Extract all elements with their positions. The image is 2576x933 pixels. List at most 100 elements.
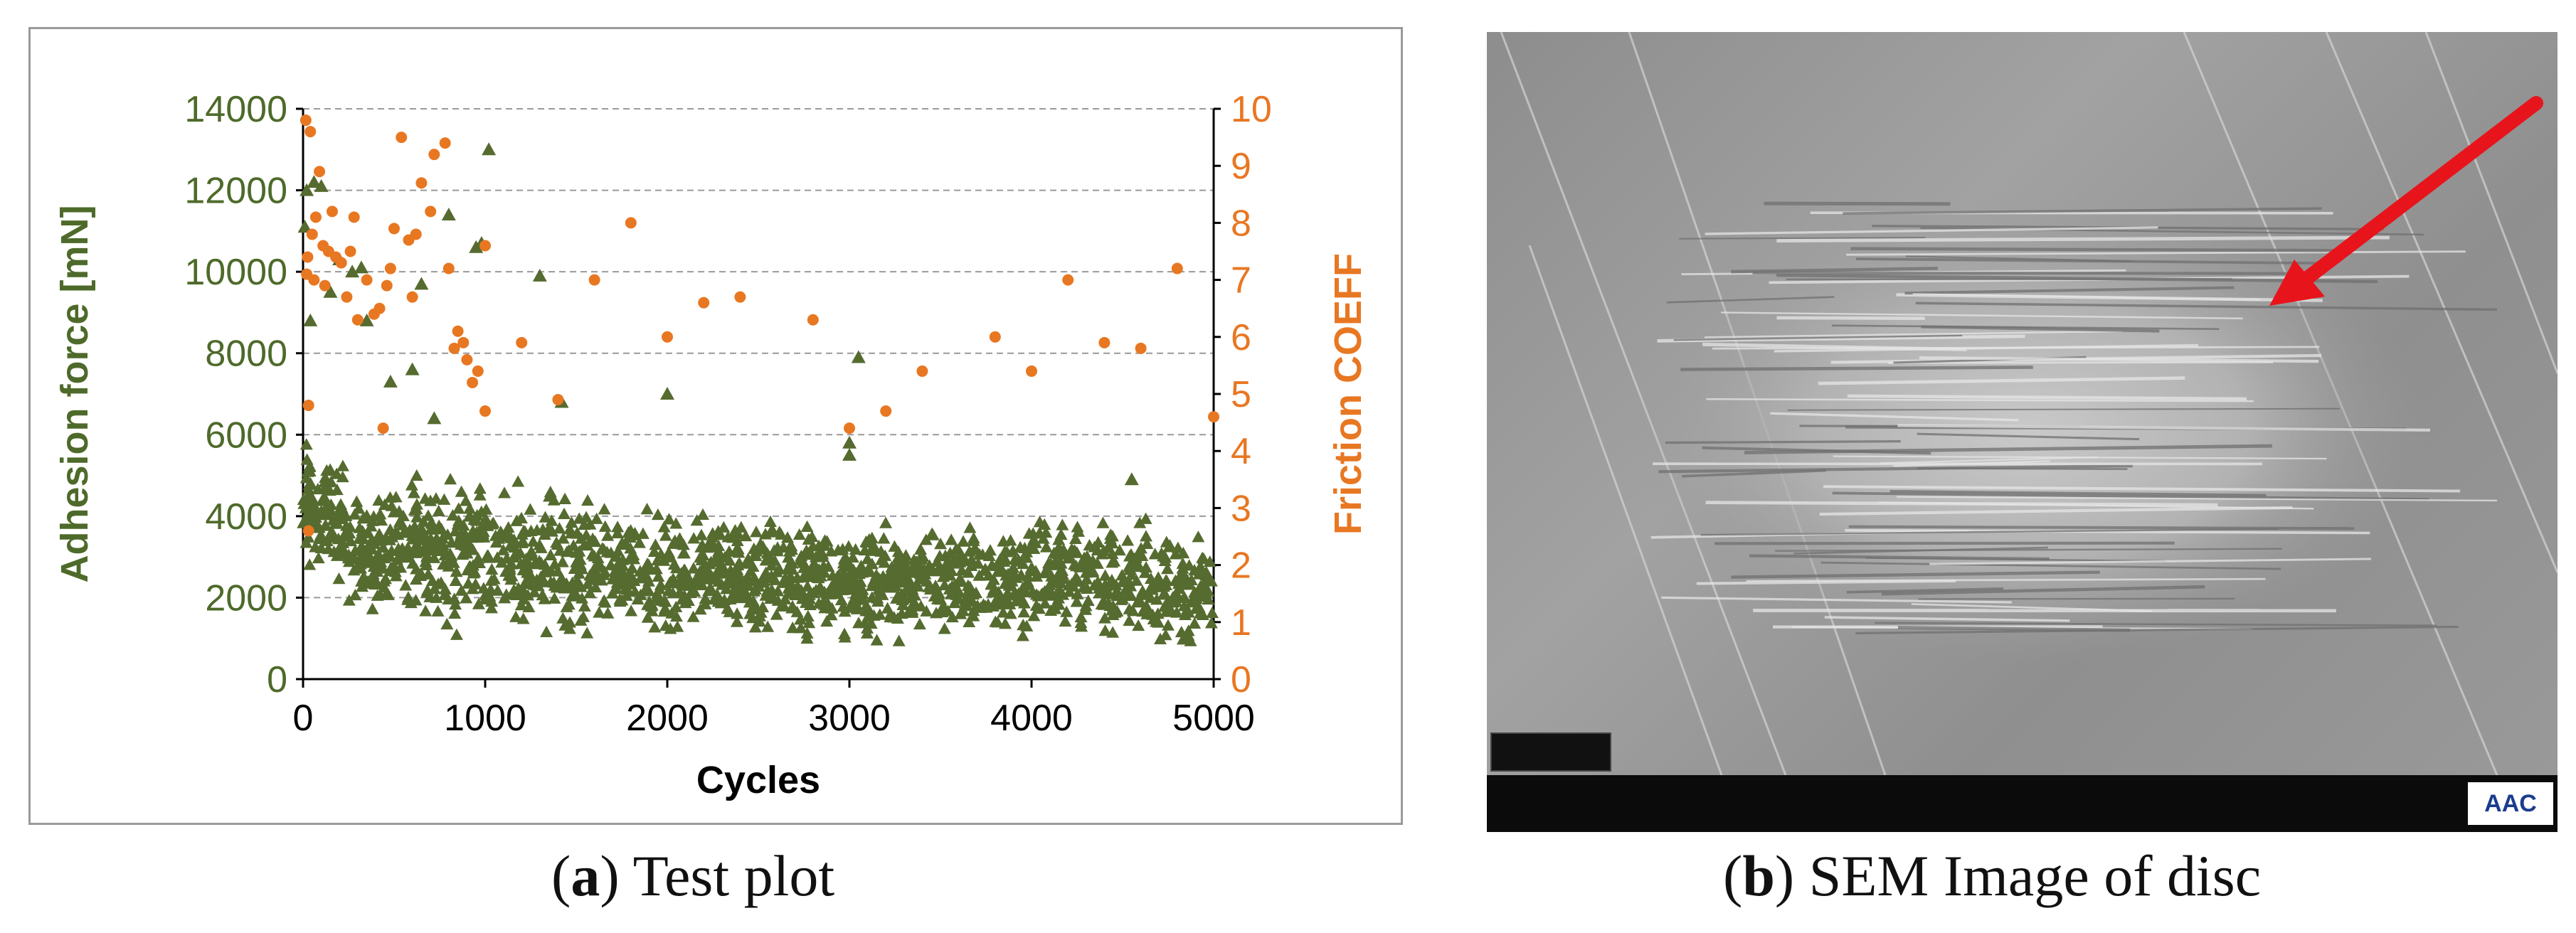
adhesion-band-marker <box>849 597 863 610</box>
adhesion-band-marker <box>847 571 861 584</box>
sem-image: AAC <box>1487 32 2558 832</box>
adhesion-band-marker <box>763 515 777 528</box>
adhesion-band-marker <box>503 560 516 572</box>
adhesion-band-marker <box>1182 559 1196 571</box>
adhesion-band-marker <box>1148 548 1162 560</box>
adhesion-band-marker <box>507 533 521 545</box>
adhesion-band-marker <box>983 544 997 556</box>
adhesion-band-marker <box>1009 571 1023 583</box>
adhesion-band-marker <box>1068 558 1081 570</box>
wear-groove <box>1818 376 2185 385</box>
adhesion-band-marker <box>739 529 753 542</box>
adhesion-band-marker <box>473 489 487 501</box>
wear-groove <box>1880 456 2098 464</box>
adhesion-band-marker <box>593 606 606 618</box>
adhesion-band-marker <box>687 532 701 544</box>
adhesion-band-marker <box>1150 593 1164 605</box>
adhesion-band-marker <box>478 592 492 605</box>
adhesion-band-marker <box>611 521 625 533</box>
adhesion-band-marker <box>684 586 698 599</box>
adhesion-band-marker <box>1037 532 1050 544</box>
x-tick-label: 3000 <box>808 698 891 739</box>
adhesion-band-marker <box>837 557 850 569</box>
adhesion-band-marker <box>1115 592 1129 604</box>
adhesion-band-marker <box>623 569 637 581</box>
adhesion-band-marker <box>410 498 423 510</box>
adhesion-band-marker <box>424 494 438 506</box>
adhesion-band-marker <box>477 582 490 594</box>
adhesion-band-marker <box>701 563 714 575</box>
adhesion-band-marker <box>1007 561 1020 573</box>
friction-point <box>439 137 451 149</box>
adhesion-band-marker <box>731 591 744 603</box>
adhesion-band-marker <box>556 555 569 567</box>
adhesion-band-marker <box>669 600 683 612</box>
adhesion-band-marker <box>1177 546 1190 559</box>
adhesion-band-marker <box>448 607 462 619</box>
adhesion-band-marker <box>823 586 837 598</box>
adhesion-band-marker <box>651 553 664 566</box>
adhesion-band-marker <box>960 590 974 602</box>
adhesion-band-marker <box>859 616 872 629</box>
adhesion-band-marker <box>707 592 721 605</box>
adhesion-band-marker <box>558 619 572 631</box>
adhesion-band-marker <box>931 592 944 604</box>
adhesion-band-marker <box>562 598 576 610</box>
caption-a: (a) Test plot <box>551 843 835 908</box>
adhesion-band-marker <box>553 522 566 534</box>
adhesion-band-marker <box>838 605 852 617</box>
friction-point <box>1062 274 1074 286</box>
adhesion-band-marker <box>432 504 445 516</box>
adhesion-band-marker <box>302 504 316 516</box>
adhesion-band-marker <box>770 608 783 620</box>
adhesion-band-marker <box>437 542 450 554</box>
friction-series <box>300 114 1219 537</box>
adhesion-band-marker <box>349 544 362 556</box>
adhesion-band-marker <box>440 617 454 630</box>
adhesion-band-marker <box>1132 546 1145 558</box>
adhesion-band-marker <box>818 534 832 546</box>
adhesion-band-marker <box>373 508 387 520</box>
adhesion-band-marker <box>1161 563 1175 575</box>
adhesion-band-marker <box>967 532 980 544</box>
friction-point <box>457 336 470 348</box>
adhesion-band-marker <box>1170 587 1183 599</box>
adhesion-band-marker <box>1130 574 1143 586</box>
adhesion-band-marker <box>1005 580 1018 592</box>
adhesion-band-marker <box>1105 573 1118 586</box>
adhesion-band-marker <box>645 599 658 612</box>
adhesion-band-marker <box>821 597 834 609</box>
adhesion-band-marker <box>459 494 472 506</box>
adhesion-band-marker <box>387 559 401 572</box>
adhesion-band-marker <box>494 525 507 538</box>
adhesion-band-marker <box>1049 572 1063 585</box>
adhesion-band-marker <box>514 511 528 523</box>
adhesion-band-marker <box>407 486 420 499</box>
adhesion-band-marker <box>598 596 612 608</box>
friction-point <box>319 279 331 292</box>
adhesion-band-marker <box>556 532 570 544</box>
adhesion-point <box>482 142 497 156</box>
adhesion-band-marker <box>601 607 615 619</box>
friction-point <box>306 228 318 240</box>
wear-groove <box>1847 394 2247 401</box>
adhesion-band-marker <box>330 467 344 479</box>
y2-tick-label: 2 <box>1231 545 1251 587</box>
adhesion-band-marker <box>689 575 703 587</box>
wear-groove <box>1775 548 2282 552</box>
y2-tick-label: 5 <box>1231 374 1251 415</box>
friction-point <box>698 297 710 309</box>
adhesion-band-marker <box>598 503 611 515</box>
adhesion-band-marker <box>1180 602 1194 615</box>
adhesion-band-marker <box>834 593 848 606</box>
adhesion-band-marker <box>631 592 645 604</box>
adhesion-band-marker <box>632 536 646 548</box>
adhesion-band-marker <box>1205 606 1219 619</box>
x-tick-label: 1000 <box>444 698 526 739</box>
adhesion-band-marker <box>445 536 458 548</box>
adhesion-band-marker <box>746 612 760 624</box>
surface-scratch <box>2325 32 2558 573</box>
adhesion-band-marker <box>589 580 603 593</box>
adhesion-band-marker <box>723 545 736 557</box>
friction-point <box>516 336 528 348</box>
